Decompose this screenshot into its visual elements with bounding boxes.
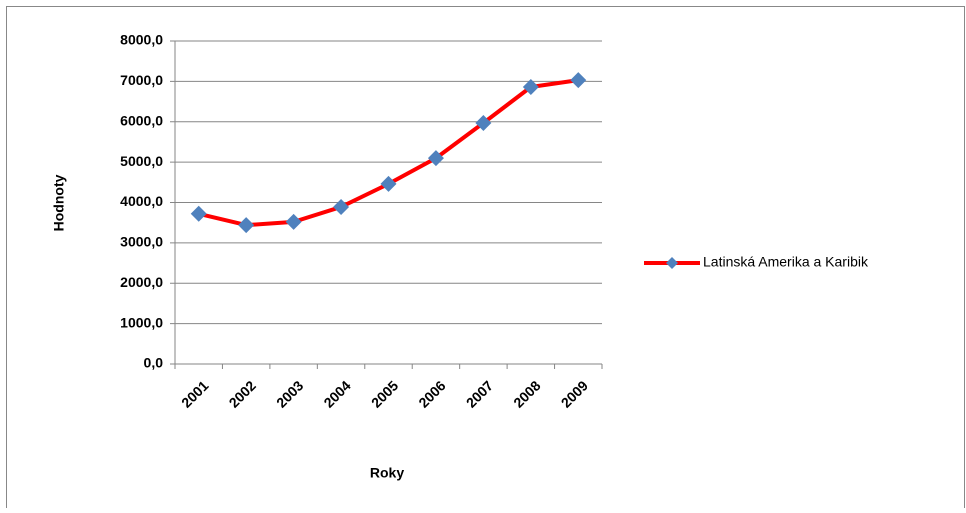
y-axis-title: Hodnoty [51, 174, 67, 231]
y-tick-label: 5000,0 [120, 153, 163, 169]
y-tick-label: 4000,0 [120, 193, 163, 209]
marker [475, 114, 492, 131]
marker [570, 72, 587, 89]
y-tick-label: 0,0 [144, 355, 164, 371]
marker [190, 205, 207, 222]
x-axis-title: Roky [370, 465, 404, 481]
marker [333, 198, 350, 215]
legend-label: Latinská Amerika a Karibik [703, 254, 869, 270]
y-tick-label: 8000,0 [120, 32, 163, 48]
y-tick-label: 7000,0 [120, 72, 163, 88]
y-tick-label: 1000,0 [120, 314, 163, 330]
y-tick-label: 3000,0 [120, 234, 163, 250]
marker [380, 175, 397, 192]
y-tick-label: 6000,0 [120, 112, 163, 128]
marker [285, 213, 302, 230]
chart-frame [6, 6, 965, 513]
marker [522, 79, 539, 96]
marker [238, 217, 255, 234]
marker [427, 150, 444, 167]
y-tick-label: 2000,0 [120, 274, 163, 290]
legend-marker [666, 257, 678, 269]
